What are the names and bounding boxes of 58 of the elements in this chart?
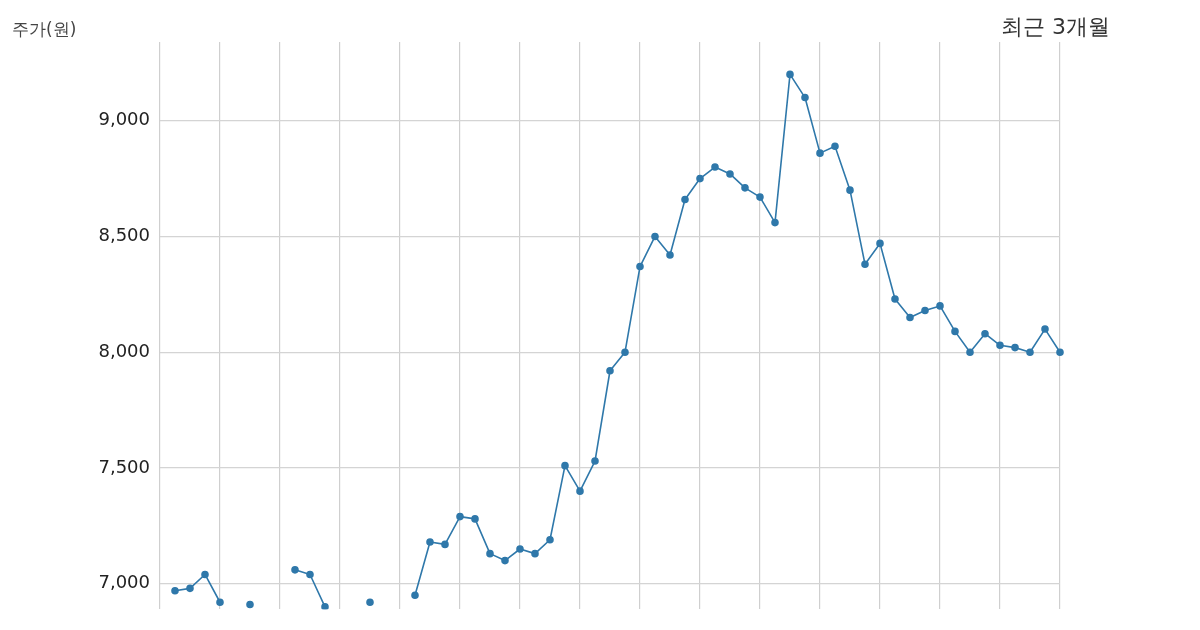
- point: [966, 348, 974, 357]
- point: [936, 302, 944, 310]
- point: [651, 232, 659, 241]
- point: [666, 251, 674, 259]
- point: [756, 193, 764, 201]
- point: [1026, 348, 1034, 357]
- point: [906, 313, 914, 322]
- point: [591, 457, 599, 465]
- point: [726, 170, 734, 178]
- point: [636, 262, 644, 271]
- point: [576, 487, 584, 495]
- chart-title: 최근 3개월: [1001, 13, 1110, 41]
- point: [456, 512, 464, 521]
- point: [426, 538, 434, 546]
- point: [786, 70, 794, 79]
- point: [771, 218, 779, 227]
- point: [186, 584, 194, 593]
- y-tick-label: 7,000: [98, 571, 150, 593]
- point: [306, 570, 314, 579]
- y-axis-title: 주가(원): [12, 18, 77, 41]
- point: [321, 603, 329, 610]
- point: [696, 174, 704, 183]
- point: [201, 570, 209, 579]
- point: [561, 461, 569, 470]
- point: [741, 184, 749, 192]
- point: [831, 142, 839, 150]
- point: [1011, 343, 1019, 352]
- point: [981, 329, 989, 338]
- point: [1041, 325, 1049, 333]
- point: [861, 260, 869, 269]
- point: [486, 549, 494, 558]
- point: [1056, 348, 1064, 357]
- point: [996, 341, 1004, 350]
- point: [606, 366, 614, 375]
- point: [621, 348, 629, 357]
- point: [801, 93, 809, 102]
- point: [441, 540, 449, 549]
- point: [171, 586, 179, 595]
- point: [216, 598, 224, 607]
- y-tick-label: 8,500: [98, 224, 150, 246]
- point: [411, 591, 419, 600]
- point: [546, 535, 554, 544]
- point: [501, 556, 509, 565]
- point: [876, 239, 884, 248]
- point: [891, 295, 899, 303]
- point: [921, 306, 929, 315]
- point: [516, 545, 524, 553]
- point: [711, 163, 719, 171]
- point: [471, 515, 479, 523]
- y-tick-label: 8,000: [98, 339, 150, 361]
- y-tick-label: 7,500: [98, 455, 150, 477]
- point: [846, 186, 854, 194]
- point: [816, 149, 824, 157]
- y-tick-label: 9,000: [98, 108, 150, 130]
- point: [951, 327, 959, 336]
- point: [681, 195, 689, 204]
- point: [531, 549, 539, 558]
- point: [291, 566, 299, 574]
